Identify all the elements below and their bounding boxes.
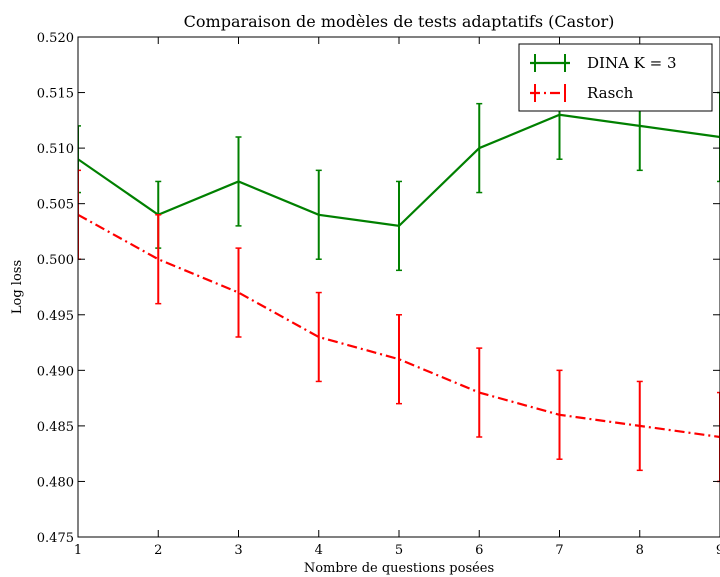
error-bar [315, 291, 322, 383]
error-bar [396, 180, 402, 272]
x-tick-label: 7 [555, 543, 563, 558]
y-tick-label: 0.485 [37, 420, 74, 435]
error-bar [476, 347, 483, 438]
y-tick-label: 0.510 [37, 142, 74, 157]
y-tick-label: 0.500 [37, 253, 74, 268]
y-tick-label: 0.490 [37, 364, 74, 379]
x-tick-label: 4 [315, 543, 323, 558]
x-tick-label: 1 [74, 543, 82, 558]
y-tick-label: 0.520 [37, 31, 74, 46]
error-bar [235, 136, 242, 227]
error-bar [155, 214, 162, 305]
legend-item: DINA K = 3 [530, 54, 677, 72]
y-tick-label: 0.515 [37, 87, 74, 102]
chart-title: Comparaison de modèles de tests adaptati… [184, 12, 615, 31]
error-bar [636, 380, 643, 472]
x-tick-label: 8 [636, 543, 644, 558]
x-tick-label: 5 [395, 543, 403, 558]
error-bar [476, 102, 483, 194]
error-bar [396, 314, 402, 405]
x-tick-label: 2 [154, 543, 162, 558]
legend-label: DINA K = 3 [587, 54, 677, 72]
x-tick-label: 3 [234, 543, 242, 558]
x-tick-label: 9 [716, 543, 720, 558]
error-bar [556, 369, 563, 460]
error-bar [315, 169, 322, 260]
y-axis-label: Log loss [10, 260, 25, 314]
y-tick-label: 0.505 [37, 198, 74, 213]
y-tick-label: 0.495 [37, 309, 74, 324]
legend-label: Rasch [587, 84, 634, 102]
y-tick-label: 0.480 [37, 475, 74, 490]
x-axis-label: Nombre de questions posées [304, 561, 494, 576]
plot-frame [77, 36, 720, 538]
series-line-2 [78, 213, 720, 439]
legend: DINA K = 3 Rasch [518, 43, 713, 112]
y-tick-label: 0.475 [37, 531, 74, 546]
error-bar [235, 247, 242, 338]
legend-item: Rasch [530, 84, 634, 102]
legend-box [518, 43, 713, 112]
x-tick-label: 6 [475, 543, 483, 558]
